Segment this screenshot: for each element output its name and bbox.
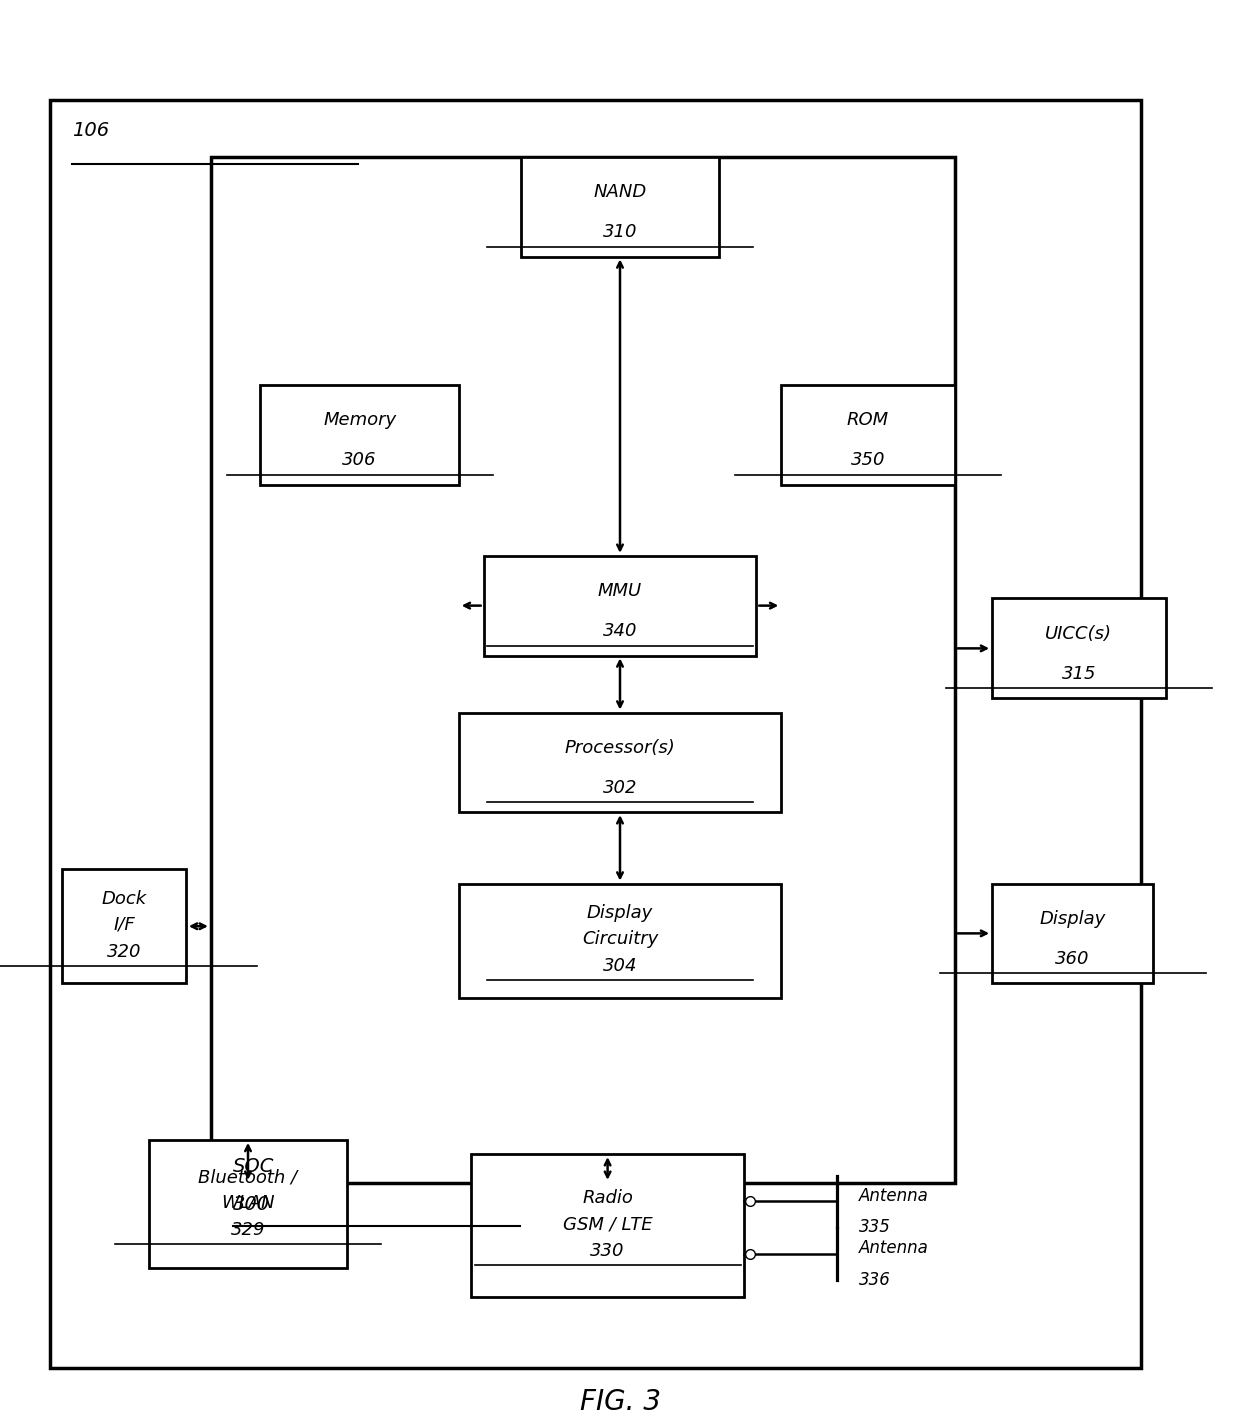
Text: 330: 330 <box>590 1243 625 1260</box>
Text: 315: 315 <box>1061 665 1096 683</box>
FancyBboxPatch shape <box>211 157 955 1183</box>
Text: 329: 329 <box>231 1221 265 1238</box>
Text: 306: 306 <box>342 452 377 469</box>
Text: 320: 320 <box>107 943 141 960</box>
Text: I/F: I/F <box>113 916 135 933</box>
Text: 300: 300 <box>233 1196 270 1214</box>
Text: 360: 360 <box>1055 950 1090 968</box>
Text: 304: 304 <box>603 958 637 975</box>
Text: 335: 335 <box>859 1218 892 1235</box>
Text: Circuitry: Circuitry <box>582 931 658 948</box>
Text: 340: 340 <box>603 623 637 640</box>
FancyBboxPatch shape <box>260 385 459 484</box>
Text: 302: 302 <box>603 779 637 797</box>
Text: 336: 336 <box>859 1271 892 1288</box>
Text: Dock: Dock <box>102 891 146 908</box>
Text: WLAN: WLAN <box>221 1194 275 1211</box>
Text: Display: Display <box>587 905 653 922</box>
FancyBboxPatch shape <box>459 884 781 998</box>
FancyBboxPatch shape <box>459 712 781 812</box>
FancyBboxPatch shape <box>62 869 186 983</box>
Text: Antenna: Antenna <box>859 1240 929 1257</box>
Text: Bluetooth /: Bluetooth / <box>198 1168 298 1186</box>
Text: 350: 350 <box>851 452 885 469</box>
Text: GSM / LTE: GSM / LTE <box>563 1216 652 1233</box>
FancyBboxPatch shape <box>50 100 1141 1368</box>
FancyBboxPatch shape <box>992 884 1153 983</box>
FancyBboxPatch shape <box>521 157 719 256</box>
FancyBboxPatch shape <box>149 1140 347 1268</box>
Text: SOC: SOC <box>233 1157 274 1176</box>
FancyBboxPatch shape <box>471 1154 744 1297</box>
FancyBboxPatch shape <box>781 385 955 484</box>
Text: Antenna: Antenna <box>859 1187 929 1204</box>
Text: Memory: Memory <box>324 412 396 429</box>
Text: MMU: MMU <box>598 583 642 600</box>
Text: ROM: ROM <box>847 412 889 429</box>
Text: 310: 310 <box>603 224 637 241</box>
Text: Display: Display <box>1039 911 1106 928</box>
Text: Processor(s): Processor(s) <box>564 740 676 757</box>
FancyBboxPatch shape <box>484 556 756 656</box>
Text: 106: 106 <box>72 121 109 140</box>
Text: FIG. 3: FIG. 3 <box>579 1388 661 1416</box>
FancyBboxPatch shape <box>992 598 1166 698</box>
Text: NAND: NAND <box>594 184 646 201</box>
Text: Radio: Radio <box>582 1190 634 1207</box>
Text: UICC(s): UICC(s) <box>1045 626 1112 643</box>
